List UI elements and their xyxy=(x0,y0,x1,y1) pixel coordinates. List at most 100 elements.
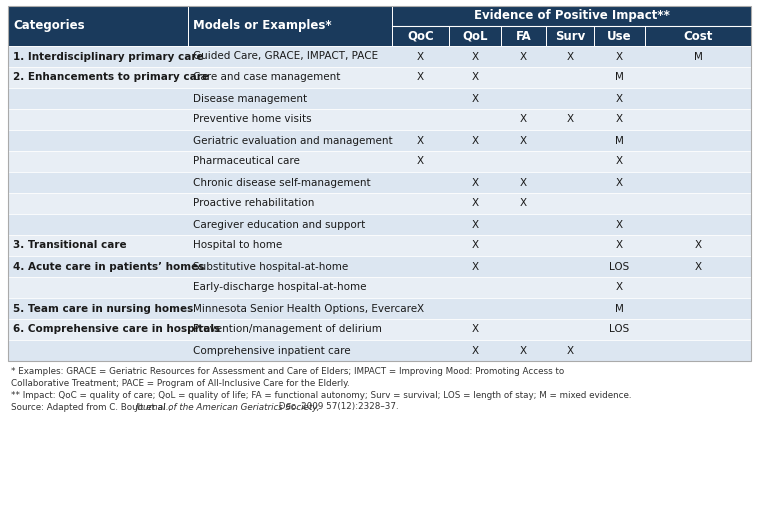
Text: Caregiver education and support: Caregiver education and support xyxy=(193,220,365,229)
Text: X: X xyxy=(471,135,479,146)
Text: X: X xyxy=(471,177,479,187)
Text: Cost: Cost xyxy=(683,30,713,43)
Text: X: X xyxy=(417,304,424,313)
Text: X: X xyxy=(616,114,623,125)
Text: X: X xyxy=(471,51,479,62)
Text: X: X xyxy=(616,156,623,167)
Text: Geriatric evaluation and management: Geriatric evaluation and management xyxy=(193,135,392,146)
Text: QoC: QoC xyxy=(407,30,434,43)
Text: M: M xyxy=(615,304,624,313)
Text: 6. Comprehensive care in hospitals: 6. Comprehensive care in hospitals xyxy=(13,325,220,334)
Bar xyxy=(8,256,751,277)
Text: X: X xyxy=(471,220,479,229)
Text: X: X xyxy=(471,262,479,271)
Text: X: X xyxy=(471,72,479,83)
Text: Collaborative Treatment; PACE = Program of All-Inclusive Care for the Elderly.: Collaborative Treatment; PACE = Program … xyxy=(11,379,350,387)
Bar xyxy=(449,26,501,46)
Text: Source: Adapted from C. Boult et al.,: Source: Adapted from C. Boult et al., xyxy=(11,403,174,411)
Text: Minnesota Senior Health Options, Evercare: Minnesota Senior Health Options, Evercar… xyxy=(193,304,417,313)
Text: Dec. 2009 57(12):2328–37.: Dec. 2009 57(12):2328–37. xyxy=(276,403,399,411)
Bar xyxy=(8,130,751,151)
Text: X: X xyxy=(520,199,527,208)
Bar xyxy=(546,26,594,46)
Text: X: X xyxy=(417,135,424,146)
Text: X: X xyxy=(471,199,479,208)
Text: Early-discharge hospital-at-home: Early-discharge hospital-at-home xyxy=(193,283,367,292)
Bar xyxy=(188,6,392,46)
Text: X: X xyxy=(566,114,574,125)
Text: 2. Enhancements to primary care: 2. Enhancements to primary care xyxy=(13,72,209,83)
Text: Proactive rehabilitation: Proactive rehabilitation xyxy=(193,199,314,208)
Text: X: X xyxy=(417,72,424,83)
Bar xyxy=(8,319,751,340)
Text: QoL: QoL xyxy=(462,30,488,43)
Bar xyxy=(501,26,546,46)
Text: X: X xyxy=(471,241,479,250)
Text: M: M xyxy=(694,51,702,62)
Bar xyxy=(392,26,449,46)
Text: ** Impact: QoC = quality of care; QoL = quality of life; FA = functional autonom: ** Impact: QoC = quality of care; QoL = … xyxy=(11,390,631,400)
Bar xyxy=(8,6,751,361)
Text: Substitutive hospital-at-home: Substitutive hospital-at-home xyxy=(193,262,348,271)
Bar xyxy=(8,298,751,319)
Text: X: X xyxy=(520,51,527,62)
Bar xyxy=(8,172,751,193)
Text: X: X xyxy=(520,135,527,146)
Bar xyxy=(392,6,751,26)
Text: Chronic disease self-management: Chronic disease self-management xyxy=(193,177,370,187)
Text: X: X xyxy=(616,283,623,292)
Text: Pharmaceutical care: Pharmaceutical care xyxy=(193,156,300,167)
Text: M: M xyxy=(615,72,624,83)
Text: Hospital to home: Hospital to home xyxy=(193,241,282,250)
Text: Prevention/management of delirium: Prevention/management of delirium xyxy=(193,325,382,334)
Text: Categories: Categories xyxy=(13,19,84,32)
Text: X: X xyxy=(471,325,479,334)
Text: Use: Use xyxy=(607,30,631,43)
Text: Models or Examples*: Models or Examples* xyxy=(193,19,332,32)
Text: M: M xyxy=(615,135,624,146)
Text: X: X xyxy=(520,114,527,125)
Bar xyxy=(8,193,751,214)
Bar xyxy=(8,214,751,235)
Bar xyxy=(8,46,751,67)
Bar xyxy=(594,26,645,46)
Text: X: X xyxy=(694,262,701,271)
Text: FA: FA xyxy=(515,30,531,43)
Text: Care and case management: Care and case management xyxy=(193,72,340,83)
Text: X: X xyxy=(616,177,623,187)
Text: * Examples: GRACE = Geriatric Resources for Assessment and Care of Elders; IMPAC: * Examples: GRACE = Geriatric Resources … xyxy=(11,366,564,376)
Text: X: X xyxy=(471,345,479,356)
Text: X: X xyxy=(616,51,623,62)
Text: X: X xyxy=(417,51,424,62)
Bar xyxy=(8,67,751,88)
Text: X: X xyxy=(616,241,623,250)
Text: LOS: LOS xyxy=(609,325,630,334)
Text: X: X xyxy=(566,51,574,62)
Bar xyxy=(8,151,751,172)
Text: X: X xyxy=(566,345,574,356)
Text: X: X xyxy=(616,93,623,104)
Text: X: X xyxy=(471,93,479,104)
Text: X: X xyxy=(694,241,701,250)
Text: X: X xyxy=(520,345,527,356)
Bar xyxy=(8,340,751,361)
Text: 3. Transitional care: 3. Transitional care xyxy=(13,241,127,250)
Text: Guided Care, GRACE, IMPACT, PACE: Guided Care, GRACE, IMPACT, PACE xyxy=(193,51,378,62)
Text: X: X xyxy=(616,220,623,229)
Text: 5. Team care in nursing homes: 5. Team care in nursing homes xyxy=(13,304,194,313)
Bar xyxy=(8,277,751,298)
Bar xyxy=(8,235,751,256)
Text: Comprehensive inpatient care: Comprehensive inpatient care xyxy=(193,345,351,356)
Text: Surv: Surv xyxy=(555,30,585,43)
Text: Evidence of Positive Impact**: Evidence of Positive Impact** xyxy=(474,10,669,23)
Text: 4. Acute care in patients’ homes: 4. Acute care in patients’ homes xyxy=(13,262,204,271)
Text: X: X xyxy=(417,156,424,167)
Bar xyxy=(645,26,751,46)
Bar xyxy=(8,88,751,109)
Text: Disease management: Disease management xyxy=(193,93,307,104)
Text: Preventive home visits: Preventive home visits xyxy=(193,114,312,125)
Text: X: X xyxy=(520,177,527,187)
Bar xyxy=(8,6,188,46)
Text: LOS: LOS xyxy=(609,262,630,271)
Text: 1. Interdisciplinary primary care: 1. Interdisciplinary primary care xyxy=(13,51,203,62)
